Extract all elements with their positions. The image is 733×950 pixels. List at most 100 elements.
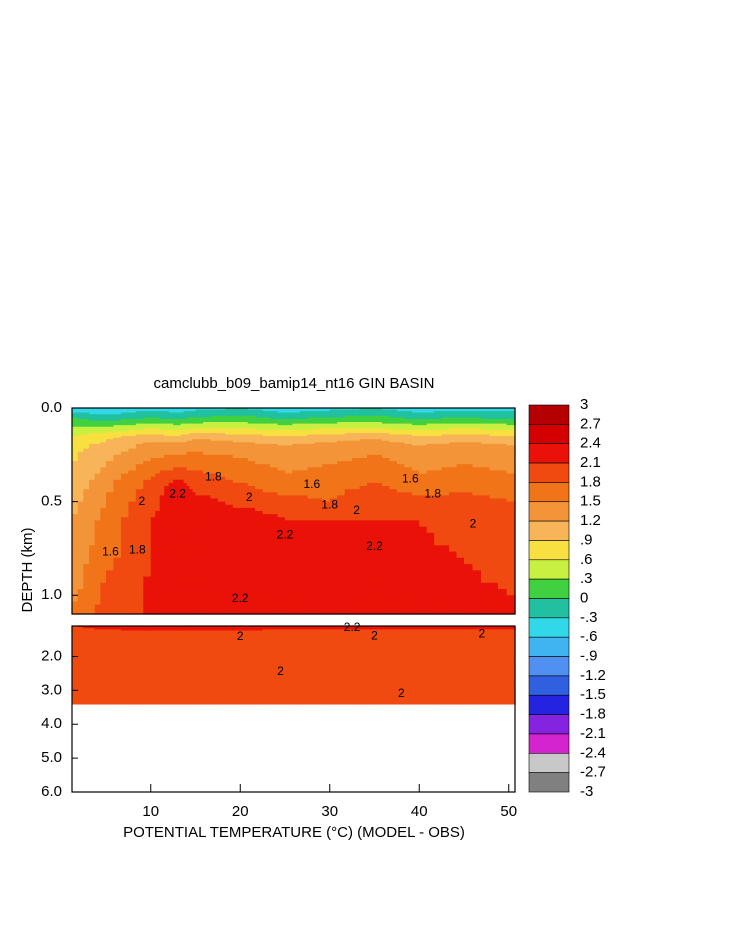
y-tick-label: 1.0 — [41, 586, 62, 603]
field-cell — [106, 558, 114, 565]
field-cell — [100, 558, 106, 565]
field-cell — [442, 570, 450, 577]
field-cell — [481, 533, 490, 540]
field-cell — [106, 577, 114, 584]
field-cell — [164, 577, 169, 584]
field-cell — [263, 577, 271, 584]
field-cell — [113, 570, 121, 577]
field-cell — [315, 533, 323, 540]
field-cell — [322, 545, 330, 552]
field-cell — [278, 558, 286, 565]
field-cell — [203, 539, 211, 546]
field-cell — [434, 583, 442, 590]
field-cell — [352, 577, 360, 584]
field-cell — [427, 533, 435, 540]
field-cell — [173, 577, 178, 584]
field-cell — [404, 558, 412, 565]
field-cell — [113, 558, 121, 565]
field-cell — [489, 545, 498, 552]
contour-label: 2 — [138, 494, 145, 508]
contour-label: 1.6 — [102, 544, 119, 558]
field-cell — [352, 564, 360, 571]
field-cell — [449, 545, 457, 552]
field-cell — [412, 589, 420, 596]
field-cell — [169, 527, 174, 534]
field-cell — [300, 545, 308, 552]
field-cell — [210, 589, 218, 596]
field-cell — [389, 577, 397, 584]
field-cell — [95, 583, 101, 590]
field-cell — [173, 558, 178, 565]
field-cell — [285, 520, 293, 527]
field-cell — [128, 520, 136, 527]
field-cell — [427, 564, 435, 571]
field-cell — [389, 545, 397, 552]
field-cell — [498, 527, 507, 534]
field-cell — [489, 564, 498, 571]
field-cell — [83, 527, 89, 534]
field-cell — [128, 589, 136, 596]
field-cell — [263, 545, 271, 552]
field-cell — [121, 539, 129, 546]
field-cell — [427, 558, 435, 565]
field-cell — [300, 577, 308, 584]
field-cell — [449, 552, 457, 559]
field-cell — [300, 558, 308, 565]
field-cell — [472, 589, 481, 596]
field-cell — [121, 583, 129, 590]
field-cell — [160, 539, 165, 546]
field-cell — [218, 583, 226, 590]
field-cell — [419, 527, 427, 534]
field-cell — [233, 527, 241, 534]
field-cell — [160, 583, 165, 590]
field-cell — [442, 539, 450, 546]
field-cell — [136, 577, 144, 584]
field-cell — [255, 589, 263, 596]
field-cell — [352, 539, 360, 546]
field-cell — [300, 564, 308, 571]
field-cell — [457, 552, 465, 559]
field-cell — [360, 527, 368, 534]
field-cell — [404, 527, 412, 534]
field-cell — [203, 577, 211, 584]
field-cell — [240, 545, 248, 552]
field-cell — [404, 545, 412, 552]
field-cell — [225, 520, 233, 527]
field-cell — [121, 577, 129, 584]
field-cell — [136, 527, 144, 534]
field-cell — [382, 527, 390, 534]
field-cell — [106, 527, 114, 534]
field-cell — [449, 558, 457, 565]
field-cell — [427, 520, 435, 527]
field-cell — [427, 589, 435, 596]
field-cell — [442, 589, 450, 596]
field-cell — [307, 527, 315, 534]
field-cell — [78, 527, 84, 534]
field-cell — [434, 520, 442, 527]
field-cell — [345, 520, 353, 527]
field-cell — [203, 583, 211, 590]
field-cell — [95, 520, 101, 527]
chart-title: camclubb_b09_bamip14_nt16 GIN BASIN — [153, 375, 434, 392]
field-cell — [263, 589, 271, 596]
field-cell — [472, 583, 481, 590]
field-cell — [173, 520, 178, 527]
field-cell — [292, 527, 300, 534]
field-cell — [506, 545, 515, 552]
field-cell — [506, 577, 515, 584]
field-cell — [72, 564, 78, 571]
field-cell — [472, 558, 481, 565]
field-cell — [412, 539, 420, 546]
field-cell — [449, 533, 457, 540]
field-cell — [382, 533, 390, 540]
field-cell — [481, 570, 490, 577]
y-tick-label: 0.5 — [41, 493, 62, 510]
field-cell — [300, 583, 308, 590]
field-cell — [263, 558, 271, 565]
field-cell — [270, 570, 278, 577]
field-cell — [506, 552, 515, 559]
field-cell — [506, 533, 515, 540]
field-cell — [367, 583, 375, 590]
field-cell — [489, 539, 498, 546]
field-cell — [218, 570, 226, 577]
